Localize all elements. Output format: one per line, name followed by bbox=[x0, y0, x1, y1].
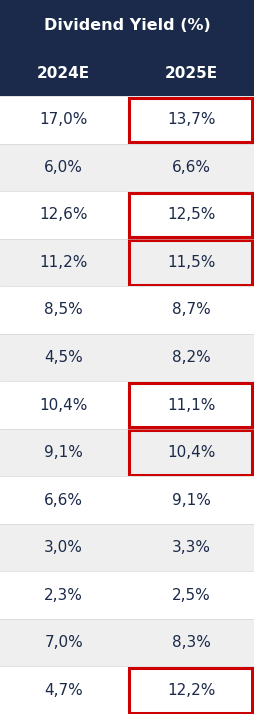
Text: 2025E: 2025E bbox=[164, 66, 217, 81]
Bar bbox=[0, 96, 254, 144]
Bar bbox=[0, 52, 254, 96]
Text: 3,3%: 3,3% bbox=[171, 540, 210, 555]
Bar bbox=[0, 0, 254, 52]
Text: 2024E: 2024E bbox=[37, 66, 90, 81]
Bar bbox=[0, 333, 254, 381]
Bar bbox=[0, 571, 254, 619]
Bar bbox=[0, 666, 254, 714]
Text: 10,4%: 10,4% bbox=[166, 445, 215, 460]
Text: 8,2%: 8,2% bbox=[171, 350, 210, 365]
Text: 11,2%: 11,2% bbox=[39, 255, 88, 270]
Text: 8,3%: 8,3% bbox=[171, 635, 210, 650]
Bar bbox=[0, 476, 254, 524]
Text: 11,1%: 11,1% bbox=[166, 398, 215, 413]
Text: 8,5%: 8,5% bbox=[44, 303, 83, 318]
Text: 6,0%: 6,0% bbox=[44, 160, 83, 175]
Text: 2,3%: 2,3% bbox=[44, 588, 83, 603]
Text: 9,1%: 9,1% bbox=[171, 493, 210, 508]
Bar bbox=[0, 429, 254, 476]
Bar bbox=[0, 619, 254, 666]
Text: 11,5%: 11,5% bbox=[166, 255, 215, 270]
Text: 10,4%: 10,4% bbox=[39, 398, 88, 413]
Text: Dividend Yield (%): Dividend Yield (%) bbox=[44, 19, 210, 34]
Text: 3,0%: 3,0% bbox=[44, 540, 83, 555]
Text: 7,0%: 7,0% bbox=[44, 635, 83, 650]
Bar bbox=[0, 524, 254, 571]
Bar bbox=[0, 238, 254, 286]
Text: 17,0%: 17,0% bbox=[39, 112, 88, 127]
Bar bbox=[0, 286, 254, 333]
Text: 2,5%: 2,5% bbox=[171, 588, 210, 603]
Text: 8,7%: 8,7% bbox=[171, 303, 210, 318]
Bar bbox=[0, 191, 254, 238]
Text: 4,7%: 4,7% bbox=[44, 683, 83, 698]
Text: 12,2%: 12,2% bbox=[166, 683, 215, 698]
Text: 6,6%: 6,6% bbox=[44, 493, 83, 508]
Text: 13,7%: 13,7% bbox=[166, 112, 215, 127]
Text: 12,5%: 12,5% bbox=[166, 207, 215, 222]
Text: 12,6%: 12,6% bbox=[39, 207, 88, 222]
Bar bbox=[0, 381, 254, 429]
Bar bbox=[0, 144, 254, 191]
Text: 4,5%: 4,5% bbox=[44, 350, 83, 365]
Text: 6,6%: 6,6% bbox=[171, 160, 210, 175]
Text: 9,1%: 9,1% bbox=[44, 445, 83, 460]
